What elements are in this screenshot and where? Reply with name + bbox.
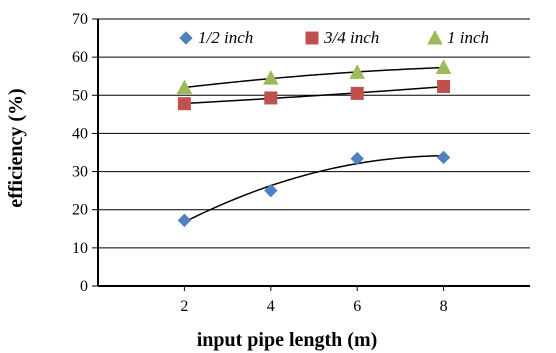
legend-marker-2 xyxy=(305,31,319,45)
y-axis-title: efficiency (%) xyxy=(5,88,27,207)
y-tick-label: 50 xyxy=(72,87,88,104)
x-tick-label: 4 xyxy=(267,298,275,315)
trendlines xyxy=(184,66,444,223)
data-point-series-2 xyxy=(264,91,278,105)
trendline-series-2 xyxy=(184,85,444,105)
data-point-series-1 xyxy=(436,150,451,165)
legend-label-3: 1 inch xyxy=(447,28,489,47)
x-tick-label: 6 xyxy=(353,298,361,315)
x-tick-label: 8 xyxy=(440,298,448,315)
gridlines xyxy=(98,18,530,249)
data-point-series-3 xyxy=(435,59,452,74)
data-point-series-3 xyxy=(176,79,193,95)
data-point-series-2 xyxy=(350,86,364,100)
legend-marker-3 xyxy=(427,29,443,45)
tick-labels: 0 10 20 30 40 50 60 70 2 4 6 8 xyxy=(72,11,448,315)
x-tick-label: 2 xyxy=(180,298,188,315)
data-markers xyxy=(176,59,452,228)
y-tick-label: 60 xyxy=(72,49,88,66)
axes xyxy=(92,18,530,291)
legend: 1/2 inch 3/4 inch 1 inch xyxy=(179,28,489,47)
legend-marker-1 xyxy=(179,31,193,45)
x-axis-title: input pipe length (m) xyxy=(197,329,378,351)
data-point-series-3 xyxy=(349,64,366,79)
y-tick-label: 0 xyxy=(80,278,88,295)
data-point-series-3 xyxy=(262,70,279,85)
data-point-series-2 xyxy=(177,97,191,111)
legend-label-2: 3/4 inch xyxy=(323,28,379,47)
y-tick-label: 20 xyxy=(72,202,88,219)
y-tick-label: 70 xyxy=(72,11,88,28)
data-point-series-2 xyxy=(437,80,451,94)
y-tick-label: 30 xyxy=(72,164,88,181)
data-point-series-1 xyxy=(177,213,192,228)
y-tick-label: 10 xyxy=(72,240,88,257)
legend-label-1: 1/2 inch xyxy=(198,28,253,47)
data-point-series-1 xyxy=(350,151,364,166)
y-tick-label: 40 xyxy=(72,125,88,142)
data-point-series-1 xyxy=(264,183,278,198)
trendline-series-3 xyxy=(184,66,444,89)
trendline-series-1 xyxy=(184,155,444,223)
